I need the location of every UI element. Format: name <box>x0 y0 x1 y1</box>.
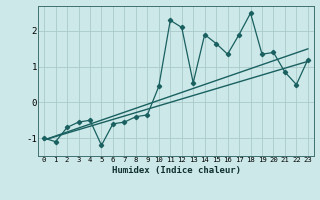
X-axis label: Humidex (Indice chaleur): Humidex (Indice chaleur) <box>111 166 241 175</box>
